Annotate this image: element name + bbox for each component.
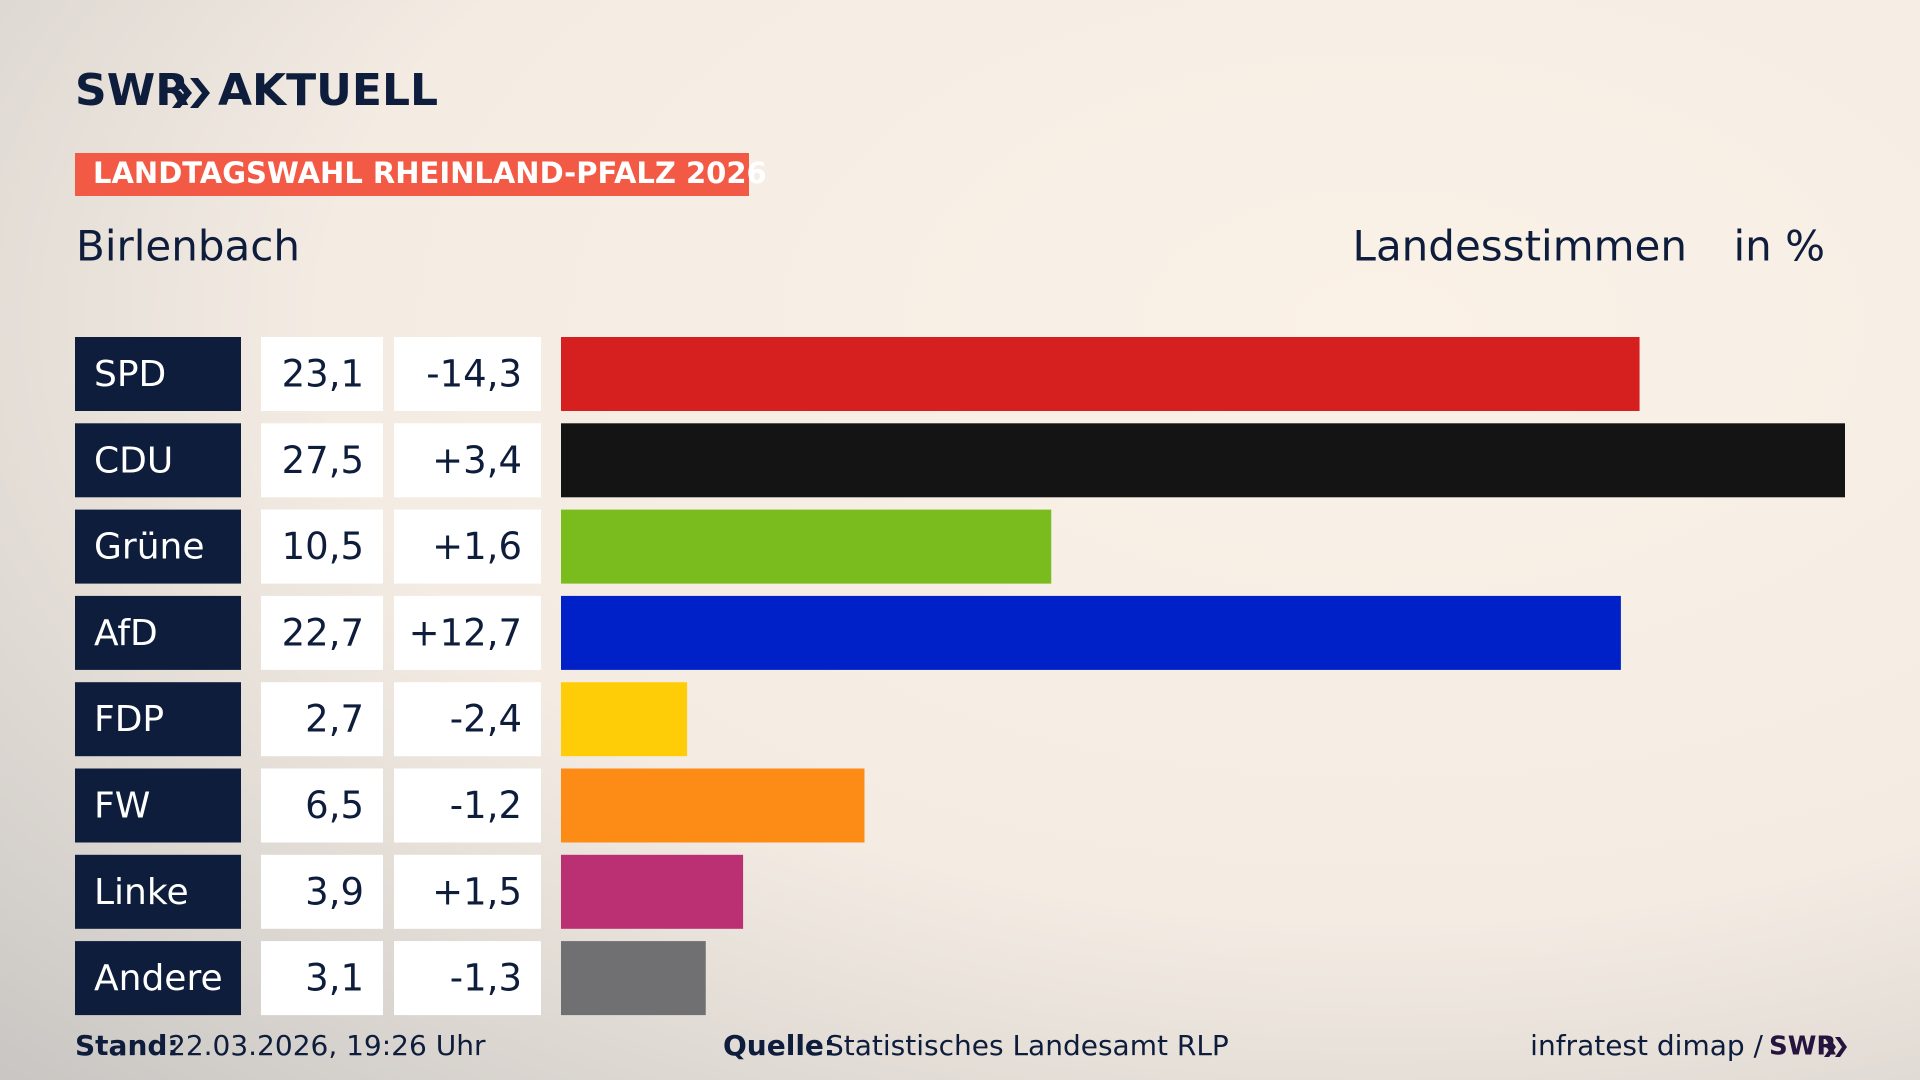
party-box <box>75 509 241 584</box>
change-label: -14,3 <box>426 353 522 396</box>
party-name: SPD <box>94 354 166 395</box>
party-name: FDP <box>94 699 164 740</box>
party-name: Grüne <box>94 527 204 568</box>
change-box <box>394 941 541 1016</box>
value-box <box>261 941 383 1016</box>
value-label: Landesstimmen <box>1353 222 1687 271</box>
value-label: 27,5 <box>282 439 364 482</box>
party-name: CDU <box>94 440 173 481</box>
brand-chevrons <box>172 78 210 108</box>
brand-suffix: AKTUELL <box>218 65 438 116</box>
party-box <box>75 854 241 929</box>
change-box <box>394 682 541 757</box>
bar <box>561 337 1640 411</box>
bar <box>561 854 744 929</box>
value-label: 10,5 <box>282 525 364 568</box>
value-box <box>261 509 383 584</box>
party-name: Andere <box>94 958 223 999</box>
change-label: +12,7 <box>409 611 522 654</box>
bar <box>561 768 865 843</box>
value-box <box>261 595 383 670</box>
value-box <box>261 854 383 929</box>
change-box <box>394 337 541 411</box>
party-box <box>75 682 241 757</box>
bar <box>561 682 688 757</box>
value-label: 2,7 <box>305 698 364 741</box>
credit: infratest dimap / <box>1530 1029 1763 1062</box>
party-box <box>75 768 241 843</box>
stand: 22.03.2026, 19:26 Uhr <box>168 1029 486 1062</box>
value-box <box>261 423 383 498</box>
change-box <box>394 423 541 498</box>
change-label: +1,6 <box>432 525 522 568</box>
change-box <box>394 509 541 584</box>
title-badge <box>75 153 749 196</box>
party-box <box>75 595 241 670</box>
source: Statistisches Landesamt RLP <box>826 1029 1229 1062</box>
value-box <box>261 768 383 843</box>
subtitle: Birlenbach <box>76 222 300 271</box>
party-name: Linke <box>94 872 189 913</box>
value-label: 3,9 <box>305 870 364 913</box>
stand-label: Stand: <box>75 1029 179 1062</box>
party-name: FW <box>94 786 150 827</box>
change-label: -1,2 <box>450 784 522 827</box>
party-box <box>75 941 241 1016</box>
bar <box>561 595 1621 670</box>
change-label: +1,5 <box>432 870 522 913</box>
bar <box>561 509 1052 584</box>
value-box <box>261 337 383 411</box>
change-box <box>394 768 541 843</box>
value-label: 22,7 <box>282 611 364 654</box>
value-label: 6,5 <box>305 784 364 827</box>
unit-label: in % <box>1733 222 1825 271</box>
change-box <box>394 854 541 929</box>
bar <box>561 941 706 1016</box>
brand: SWR <box>75 65 189 116</box>
credit-chevrons <box>1824 1037 1847 1057</box>
bar <box>561 423 1845 498</box>
party-box <box>75 337 241 411</box>
change-label: -1,3 <box>450 957 522 1000</box>
chart-title: LANDTAGSWAHL RHEINLAND-PFALZ 2026 <box>93 156 767 190</box>
party-box <box>75 423 241 498</box>
change-label: +3,4 <box>432 439 522 482</box>
source-label: Quelle: <box>723 1029 835 1062</box>
change-label: -2,4 <box>450 698 522 741</box>
value-box <box>261 682 383 757</box>
change-box <box>394 595 541 670</box>
value-label: 23,1 <box>282 353 364 396</box>
party-name: AfD <box>94 613 158 654</box>
value-label: 3,1 <box>305 957 364 1000</box>
